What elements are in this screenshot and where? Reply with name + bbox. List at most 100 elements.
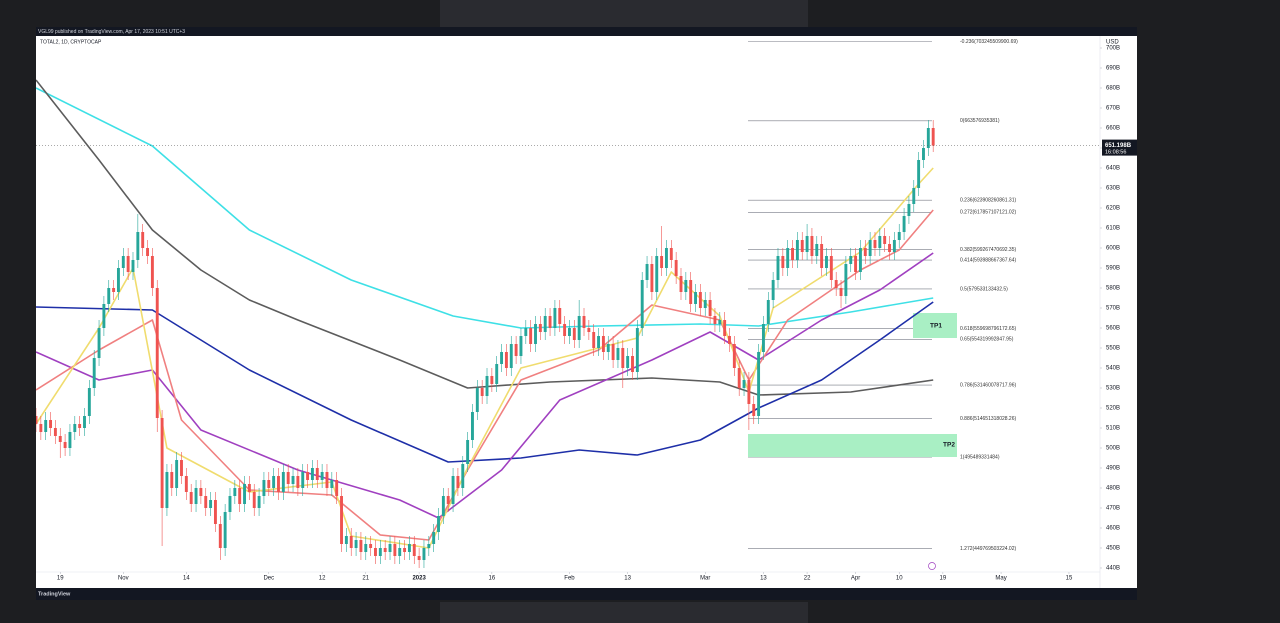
x-tick-label: 2023	[412, 576, 426, 582]
candle-body	[519, 336, 523, 356]
y-tick-label: 500B	[1106, 446, 1120, 452]
candle-body	[277, 476, 280, 492]
candle-body	[757, 352, 761, 416]
candle-body	[213, 500, 217, 524]
currency: USD	[1106, 40, 1119, 46]
candle-body	[698, 292, 702, 308]
candle-body	[878, 236, 882, 248]
candle-body	[36, 416, 38, 424]
candle-body	[112, 288, 116, 292]
candle-body	[500, 352, 504, 364]
candle-body	[160, 418, 164, 508]
candle-body	[611, 344, 615, 360]
candle-body	[291, 476, 295, 484]
candle-body	[223, 512, 227, 548]
y-tick-label: 520B	[1106, 406, 1120, 412]
candle-body	[403, 548, 407, 552]
fib-label: -0.236(703245509900.69)	[960, 39, 1018, 45]
x-tick-label: 13	[760, 576, 767, 582]
y-tick-label: 680B	[1106, 86, 1120, 92]
x-tick-label: Nov	[118, 576, 129, 582]
candle-body	[407, 544, 411, 552]
axis-layer: 440B 450B 460B 470B 480B 490B 500B 510B 520B 530B…	[36, 46, 1137, 582]
candle-body	[189, 492, 193, 504]
x-tick-label: 19	[57, 576, 64, 582]
y-tick-label: 670B	[1106, 106, 1120, 112]
candle-body	[374, 548, 377, 556]
candle-body	[858, 248, 862, 272]
fib-label: 0.382(599267470692.35)	[960, 247, 1016, 253]
candle-body	[456, 476, 460, 488]
candle-body	[664, 248, 668, 268]
candle-body	[83, 416, 86, 428]
tp1-zone	[913, 313, 957, 338]
candle-body	[694, 292, 697, 304]
candle-body	[378, 548, 382, 556]
candle-body	[485, 376, 489, 396]
candle-body	[849, 256, 853, 264]
candle-body	[194, 488, 198, 504]
x-tick-label: 16	[489, 576, 496, 582]
candle-body	[791, 248, 794, 260]
candle-body	[247, 484, 251, 492]
fib-label: 0.272(617857107121.02)	[960, 210, 1016, 216]
y-tick-label: 440B	[1106, 566, 1120, 572]
y-tick-label: 590B	[1106, 266, 1120, 272]
publisher: VGL99 published on TradingView.com, Apr …	[38, 29, 185, 35]
candle-body	[63, 442, 67, 448]
candle-body	[558, 308, 562, 324]
candle-body	[330, 480, 334, 488]
candle-body	[568, 328, 571, 336]
candle-body	[805, 236, 809, 252]
candle-body	[786, 248, 790, 268]
y-tick-label: 660B	[1106, 126, 1120, 132]
candle-body	[728, 336, 731, 344]
candle-body	[68, 432, 72, 448]
candle-body	[883, 236, 887, 244]
blurred-panel	[440, 602, 808, 623]
y-tick-label: 450B	[1106, 546, 1120, 552]
candle-body	[771, 280, 775, 300]
candle-body	[417, 556, 421, 560]
event-icon[interactable]	[928, 562, 936, 570]
tp2-label: TP2	[943, 442, 955, 449]
candle-body	[713, 316, 717, 324]
y-tick-label: 530B	[1106, 386, 1120, 392]
candle-body	[364, 544, 368, 552]
candle-body	[844, 264, 848, 296]
candle-body	[116, 268, 120, 292]
candle-body	[475, 388, 479, 412]
candle-body	[815, 244, 819, 256]
fib-label: 0.236(623908260861.31)	[960, 198, 1016, 204]
fib-label: 0.618(559698796172.65)	[960, 326, 1016, 332]
candle-body	[645, 264, 649, 280]
y-tick-label: 550B	[1106, 346, 1120, 352]
candle-body	[150, 256, 154, 288]
candle-body	[446, 496, 450, 504]
brand: TradingView	[38, 591, 71, 597]
ma-line	[36, 252, 934, 519]
candle-body	[141, 232, 145, 248]
candle-layer	[36, 120, 935, 568]
x-tick-label: 15	[1066, 576, 1073, 582]
candle-body	[335, 480, 339, 496]
fib-label: 0.786(531460078717.96)	[960, 382, 1016, 388]
candle-body	[136, 232, 140, 260]
candle-body	[388, 544, 392, 552]
x-tick-label: 12	[319, 576, 326, 582]
candle-body	[514, 344, 518, 356]
blurred-panel	[440, 0, 808, 27]
candle-body	[854, 256, 858, 272]
candle-body	[597, 336, 601, 348]
candle-body	[238, 488, 242, 504]
candle-body	[892, 240, 896, 252]
candle-body	[548, 316, 552, 328]
candle-body	[107, 288, 111, 304]
candle-body	[427, 544, 431, 548]
y-tick-label: 570B	[1106, 306, 1120, 312]
fib-label: 0.65(554319992847.95)	[960, 337, 1014, 343]
candle-body	[907, 204, 911, 216]
candle-body	[437, 516, 440, 532]
fib-label: 0(663576935381)	[960, 118, 1000, 124]
candle-body	[228, 496, 232, 512]
